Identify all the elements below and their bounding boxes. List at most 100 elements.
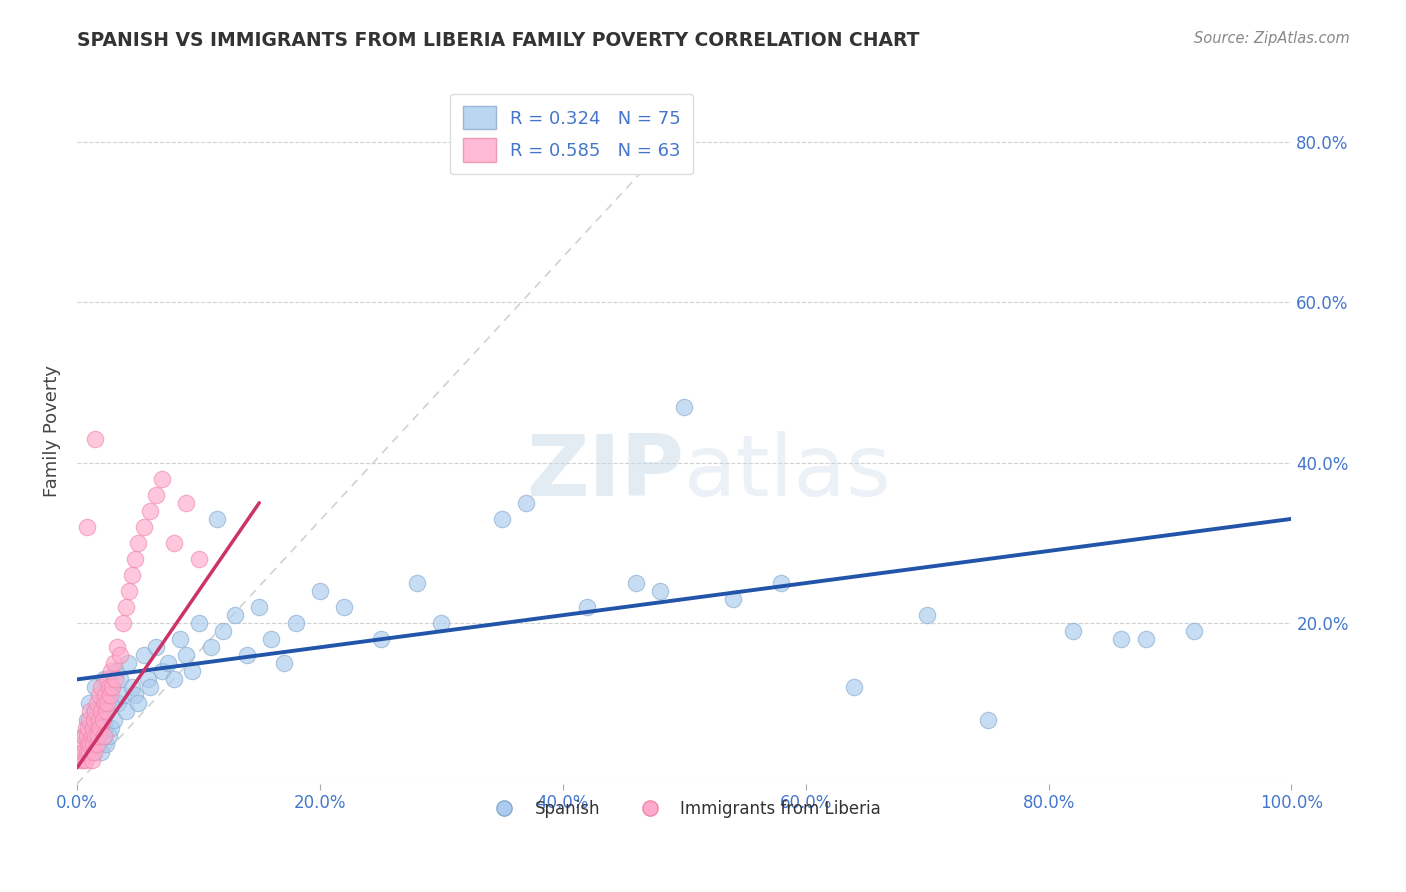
Point bbox=[576, 600, 599, 615]
Point bbox=[96, 705, 118, 719]
Point bbox=[97, 681, 120, 695]
Point bbox=[117, 657, 139, 671]
Point bbox=[84, 737, 107, 751]
Point bbox=[103, 713, 125, 727]
Point bbox=[101, 681, 124, 695]
Point bbox=[93, 673, 115, 687]
Point bbox=[77, 721, 100, 735]
Point bbox=[77, 737, 100, 751]
Point bbox=[90, 681, 112, 695]
Point bbox=[624, 576, 647, 591]
Point bbox=[90, 697, 112, 711]
Point bbox=[89, 721, 111, 735]
Text: ZIP: ZIP bbox=[526, 432, 685, 515]
Point bbox=[75, 753, 97, 767]
Point bbox=[145, 488, 167, 502]
Point bbox=[87, 737, 110, 751]
Point bbox=[105, 640, 128, 655]
Point bbox=[82, 745, 104, 759]
Point bbox=[187, 616, 209, 631]
Point bbox=[108, 648, 131, 663]
Point bbox=[82, 737, 104, 751]
Point bbox=[118, 584, 141, 599]
Point bbox=[91, 729, 114, 743]
Text: SPANISH VS IMMIGRANTS FROM LIBERIA FAMILY POVERTY CORRELATION CHART: SPANISH VS IMMIGRANTS FROM LIBERIA FAMIL… bbox=[77, 31, 920, 50]
Point bbox=[83, 713, 105, 727]
Point bbox=[247, 600, 270, 615]
Point bbox=[72, 729, 94, 743]
Point bbox=[370, 632, 392, 647]
Point bbox=[87, 721, 110, 735]
Point bbox=[1111, 632, 1133, 647]
Point bbox=[73, 729, 96, 743]
Point bbox=[84, 705, 107, 719]
Point bbox=[136, 673, 159, 687]
Point bbox=[82, 721, 104, 735]
Point bbox=[260, 632, 283, 647]
Point bbox=[150, 665, 173, 679]
Point bbox=[87, 713, 110, 727]
Point bbox=[977, 713, 1000, 727]
Point bbox=[104, 673, 127, 687]
Point bbox=[79, 705, 101, 719]
Point bbox=[124, 689, 146, 703]
Point bbox=[491, 512, 513, 526]
Point bbox=[96, 697, 118, 711]
Point bbox=[145, 640, 167, 655]
Point bbox=[430, 616, 453, 631]
Point bbox=[108, 673, 131, 687]
Point bbox=[1182, 624, 1205, 639]
Point bbox=[80, 729, 103, 743]
Point bbox=[104, 665, 127, 679]
Point bbox=[87, 729, 110, 743]
Point bbox=[100, 721, 122, 735]
Point bbox=[121, 681, 143, 695]
Point bbox=[76, 729, 98, 743]
Point bbox=[176, 648, 198, 663]
Point bbox=[169, 632, 191, 647]
Point bbox=[107, 697, 129, 711]
Point bbox=[69, 753, 91, 767]
Point bbox=[112, 689, 135, 703]
Point bbox=[114, 705, 136, 719]
Point bbox=[127, 536, 149, 550]
Point bbox=[100, 665, 122, 679]
Point bbox=[127, 697, 149, 711]
Point bbox=[89, 721, 111, 735]
Point bbox=[83, 745, 105, 759]
Point bbox=[309, 584, 332, 599]
Point bbox=[211, 624, 233, 639]
Point bbox=[83, 705, 105, 719]
Point bbox=[200, 640, 222, 655]
Point bbox=[90, 705, 112, 719]
Point bbox=[124, 552, 146, 566]
Point bbox=[132, 520, 155, 534]
Point bbox=[87, 689, 110, 703]
Point bbox=[96, 705, 118, 719]
Point bbox=[176, 496, 198, 510]
Point bbox=[98, 697, 121, 711]
Point bbox=[96, 737, 118, 751]
Point bbox=[103, 657, 125, 671]
Point bbox=[112, 616, 135, 631]
Point bbox=[96, 673, 118, 687]
Point bbox=[770, 576, 793, 591]
Point bbox=[844, 681, 866, 695]
Point bbox=[86, 697, 108, 711]
Point bbox=[76, 520, 98, 534]
Point bbox=[84, 681, 107, 695]
Point bbox=[139, 681, 162, 695]
Point bbox=[79, 737, 101, 751]
Point bbox=[515, 496, 537, 510]
Point bbox=[150, 472, 173, 486]
Point bbox=[673, 400, 696, 414]
Y-axis label: Family Poverty: Family Poverty bbox=[44, 365, 60, 497]
Point bbox=[80, 753, 103, 767]
Point bbox=[333, 600, 356, 615]
Point bbox=[73, 745, 96, 759]
Point bbox=[163, 673, 186, 687]
Point bbox=[76, 745, 98, 759]
Point bbox=[273, 657, 295, 671]
Point bbox=[87, 713, 110, 727]
Point bbox=[86, 737, 108, 751]
